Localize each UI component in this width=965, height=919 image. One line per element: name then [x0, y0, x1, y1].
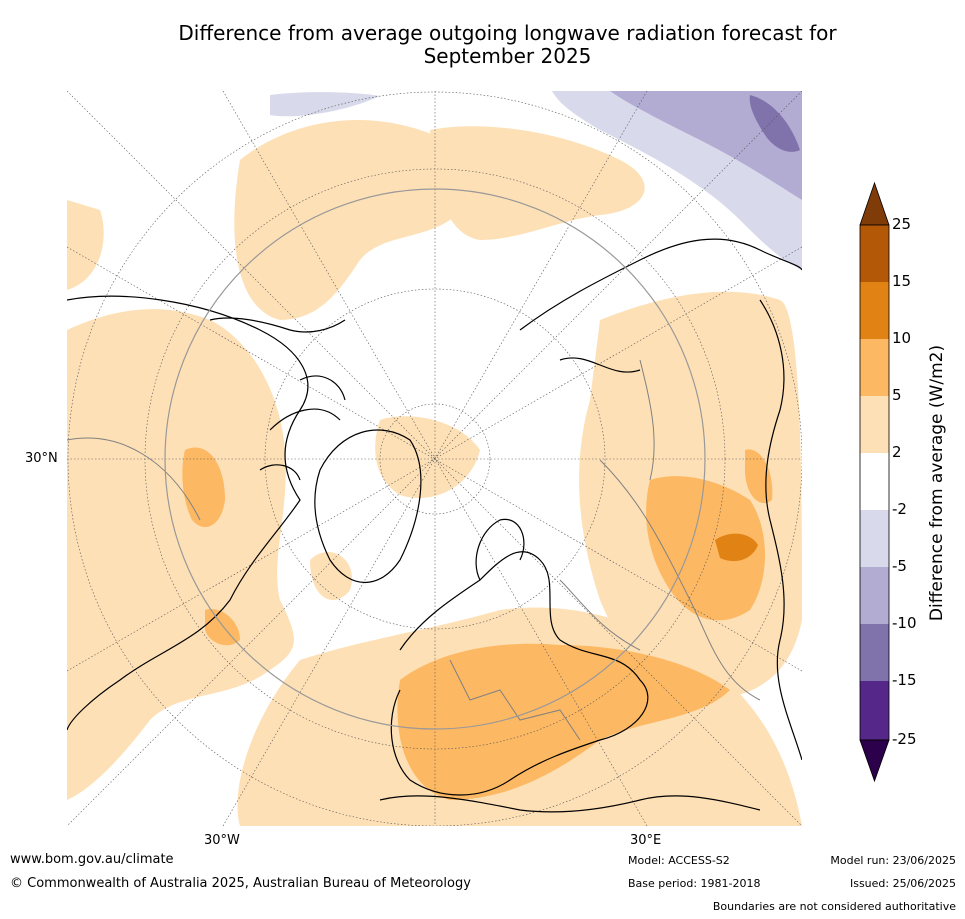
colorbar-tick-label: 5 [892, 386, 902, 404]
colorbar-extend-low [859, 739, 890, 783]
footer-model-run: Model run: 23/06/2025 [830, 854, 956, 867]
colorbar-tick-label: 25 [892, 215, 912, 233]
colorbar-segment-m5-m2 [860, 510, 889, 567]
anomaly-region-atlantic-west [67, 200, 104, 290]
anomaly-10-to-15 [715, 533, 758, 562]
footer-disclaimer: Boundaries are not considered authoritat… [712, 900, 956, 913]
footer-model: Model: ACCESS-S2 [628, 854, 730, 867]
colorbar-segment-15-25 [860, 225, 889, 282]
border-russia-china [599, 459, 761, 701]
colorbar-tick-label: 2 [892, 443, 902, 461]
coastline-siberia [519, 238, 802, 373]
map-title: Difference from average outgoing longwav… [0, 22, 965, 68]
coastlines [67, 238, 802, 813]
graticule [67, 91, 802, 826]
colorbar-segment-m25-m15 [860, 681, 889, 740]
footer-base-period: Base period: 1981-2018 [628, 877, 761, 890]
anomaly-region-atlantic-mid [310, 551, 352, 600]
anomaly-negative [270, 91, 802, 270]
anomaly-region-siberia-north [430, 126, 645, 240]
coastline-greenland [314, 429, 422, 583]
footer-website: www.bom.gov.au/climate [10, 852, 174, 867]
colorbar-tick-label: 10 [892, 329, 912, 347]
colorbar-segment-10-15 [860, 282, 889, 339]
anomaly-region-neg-5-to-10 [610, 91, 802, 200]
title-line-1: Difference from average outgoing longwav… [178, 21, 837, 45]
colorbar-outline [859, 224, 890, 741]
map-boundary-arc [164, 188, 706, 730]
anomaly-region-mongolia [646, 476, 765, 621]
colorbar-tick-label: -5 [892, 557, 907, 575]
coastline-africa-north [379, 795, 761, 813]
colorbar-extend-high [859, 181, 890, 226]
colorbar [859, 181, 890, 783]
border-canada-usa [67, 437, 201, 521]
colorbar-segment-m15-m10 [860, 624, 889, 681]
colorbar-segment-m10-m5 [860, 567, 889, 624]
coastline-canadian-arctic [259, 375, 346, 481]
anomaly-region-northeast-china [715, 533, 758, 562]
border-europe [449, 659, 581, 741]
lon-label-30e: 30°E [630, 833, 662, 848]
border-central-asia [639, 359, 655, 481]
colorbar-tick-label: -25 [892, 730, 917, 748]
anomaly-region-neg-10-to-15 [749, 95, 800, 152]
anomaly-region-neg-2-to-5-west [270, 92, 380, 117]
colorbar-tick-label: 15 [892, 272, 912, 290]
coastline-scandinavia [475, 518, 525, 581]
graticule-lat-60 [264, 288, 606, 630]
coastline-east-asia [759, 299, 802, 761]
colorbar-axis-label: Difference from average (W/m2) [927, 344, 947, 622]
anomaly-region-europe-south [397, 643, 730, 800]
country-borders [67, 359, 761, 741]
lat-label-30n: 30°N [25, 451, 58, 466]
coastline-alaska [209, 317, 346, 333]
colorbar-segment-m2-2 [860, 453, 889, 510]
footer-issued: Issued: 25/06/2025 [849, 877, 956, 890]
colorbar-tick-label: -2 [892, 500, 907, 518]
colorbar-segment-5-10 [860, 339, 889, 396]
lon-label-30w: 30°W [204, 833, 240, 848]
colorbar-segment-2-5 [860, 396, 889, 453]
colorbar-tick-label: -15 [892, 671, 917, 689]
title-line-2: September 2025 [423, 44, 592, 68]
border-russia-europe [559, 579, 641, 651]
coastline-europe [390, 551, 649, 796]
graticule-meridian-60 [67, 246, 802, 672]
map-panel [67, 91, 802, 826]
colorbar-tick-label: -10 [892, 614, 917, 632]
anomaly-region-pacific-north [234, 120, 467, 320]
footer-copyright: © Commonwealth of Australia 2025, Austra… [10, 876, 471, 891]
